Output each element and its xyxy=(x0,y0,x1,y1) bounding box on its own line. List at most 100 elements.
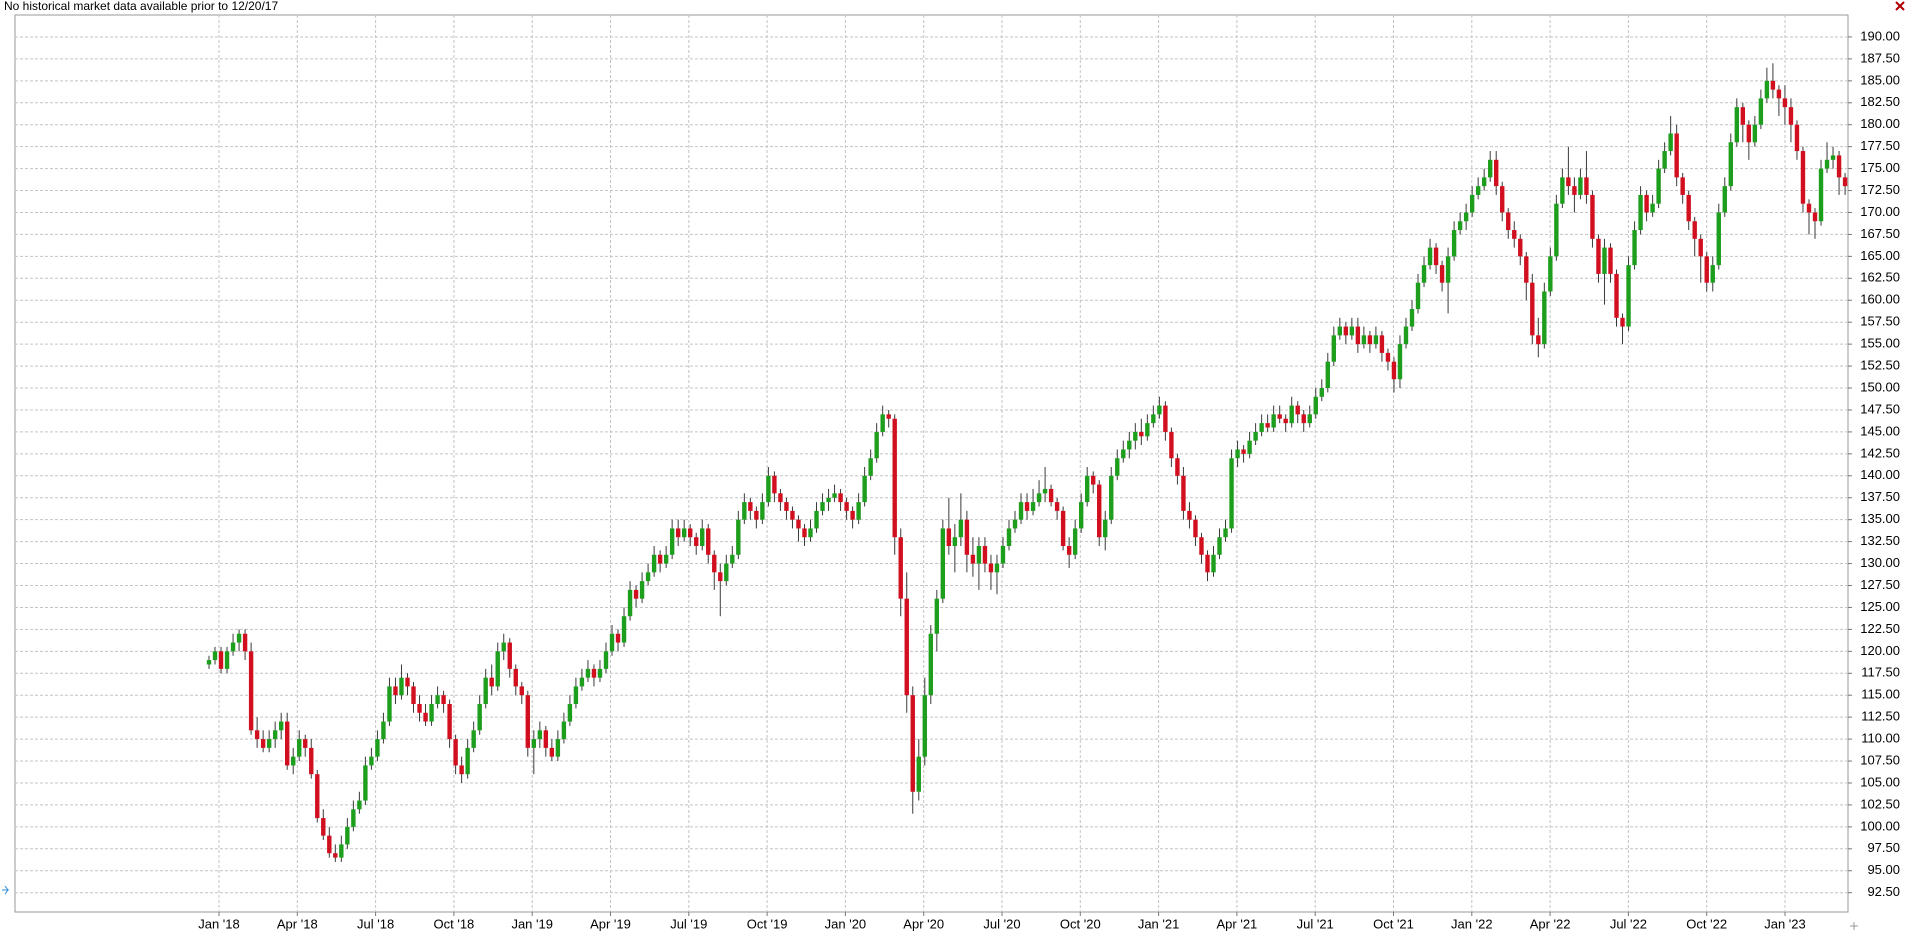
candle-body xyxy=(1042,488,1048,494)
y-tick-label: 102.50 xyxy=(1860,796,1900,811)
candle-body xyxy=(1036,493,1042,503)
y-tick-label: 187.50 xyxy=(1860,50,1900,65)
candle-body xyxy=(1746,124,1752,143)
candle-body xyxy=(236,633,242,643)
y-tick-label: 122.50 xyxy=(1860,621,1900,636)
candle-body xyxy=(1157,405,1162,415)
candle-body xyxy=(1602,247,1607,274)
candle-body xyxy=(916,756,921,792)
candle-body xyxy=(260,739,266,748)
candle-body xyxy=(826,497,831,503)
candle-body xyxy=(1325,361,1330,389)
candle-body xyxy=(531,739,537,748)
candle-body xyxy=(868,458,873,476)
candle-body xyxy=(639,581,645,599)
candle-body xyxy=(802,528,807,538)
candle-body xyxy=(1512,230,1517,239)
candle-body xyxy=(513,668,518,687)
x-tick-label: Apr '18 xyxy=(277,916,318,931)
candle-body xyxy=(609,633,615,652)
y-tick-label: 167.50 xyxy=(1860,226,1900,241)
candle-body xyxy=(369,756,374,766)
candle-body xyxy=(585,668,591,678)
candle-body xyxy=(1439,265,1445,283)
candle-body xyxy=(1548,256,1553,292)
candle-body xyxy=(1145,423,1150,437)
candle-body xyxy=(1481,177,1487,187)
candle-body xyxy=(242,633,248,652)
corner-icon xyxy=(1850,922,1858,930)
candle-body xyxy=(405,677,410,687)
candle-body xyxy=(1253,431,1258,441)
x-tick-label: Jul '21 xyxy=(1297,916,1334,931)
candle-body xyxy=(1596,238,1601,274)
candle-body xyxy=(844,502,849,511)
candle-body xyxy=(1385,352,1391,362)
candle-body xyxy=(790,510,795,520)
candle-body xyxy=(898,537,903,599)
candle-body xyxy=(1211,554,1216,573)
y-tick-label: 155.00 xyxy=(1860,336,1900,351)
candle-body xyxy=(627,589,633,617)
candle-body xyxy=(1012,519,1018,529)
candle-body xyxy=(1487,159,1493,178)
close-button[interactable] xyxy=(1895,1,1905,11)
candle-body xyxy=(447,703,452,740)
candle-body xyxy=(850,510,855,520)
candle-body xyxy=(489,677,494,687)
candle-body xyxy=(393,686,398,696)
y-tick-label: 135.00 xyxy=(1860,511,1900,526)
x-tick-label: Jan '18 xyxy=(198,916,240,931)
candle-body xyxy=(1121,449,1126,459)
candle-body xyxy=(1614,273,1619,318)
candle-body xyxy=(718,572,723,582)
x-tick-label: Oct '22 xyxy=(1686,916,1727,931)
candle-body xyxy=(940,528,946,599)
candle-body xyxy=(1361,335,1367,345)
candle-body xyxy=(838,493,843,503)
candle-body xyxy=(1740,107,1746,125)
candle-body xyxy=(1391,361,1397,380)
candle-body xyxy=(1518,238,1523,257)
y-tick-label: 152.50 xyxy=(1860,358,1900,373)
candle-body xyxy=(1018,502,1024,520)
candle-body xyxy=(1000,546,1006,564)
candle-body xyxy=(411,686,416,704)
candle-body xyxy=(760,502,765,520)
candle-body xyxy=(483,677,488,704)
candle-body xyxy=(730,554,735,564)
candle-body xyxy=(1608,247,1613,274)
candle-body xyxy=(1199,537,1204,555)
candle-body xyxy=(621,616,627,643)
candle-body xyxy=(1752,124,1758,143)
candle-body xyxy=(387,686,392,722)
candle-body xyxy=(272,730,278,740)
scroll-icon[interactable] xyxy=(2,885,9,895)
x-tick-label: Jul '19 xyxy=(670,916,707,931)
candle-body xyxy=(922,695,927,757)
y-tick-label: 142.50 xyxy=(1860,445,1900,460)
y-tick-label: 115.00 xyxy=(1861,687,1900,702)
candle-body xyxy=(874,431,879,459)
candle-body xyxy=(363,765,368,801)
candle-body xyxy=(591,668,597,678)
candle-body xyxy=(1451,230,1457,257)
candle-body xyxy=(1578,177,1583,195)
candle-body xyxy=(1103,519,1108,538)
x-tick-label: Jan '21 xyxy=(1138,916,1180,931)
x-tick-label: Apr '20 xyxy=(903,916,944,931)
candle-body xyxy=(1632,230,1637,266)
candle-body xyxy=(1469,194,1475,213)
candle-body xyxy=(688,528,693,538)
candle-body xyxy=(1626,265,1631,327)
x-tick-label: Apr '22 xyxy=(1530,916,1571,931)
candle-body xyxy=(1457,221,1463,231)
x-tick-label: Jan '20 xyxy=(825,916,867,931)
y-tick-label: 95.00 xyxy=(1867,862,1900,877)
close-icon[interactable] xyxy=(1895,1,1905,11)
candle-body xyxy=(1722,186,1727,213)
y-tick-label: 137.50 xyxy=(1860,489,1900,504)
candle-body xyxy=(1782,98,1788,108)
candle-body xyxy=(1770,80,1776,90)
